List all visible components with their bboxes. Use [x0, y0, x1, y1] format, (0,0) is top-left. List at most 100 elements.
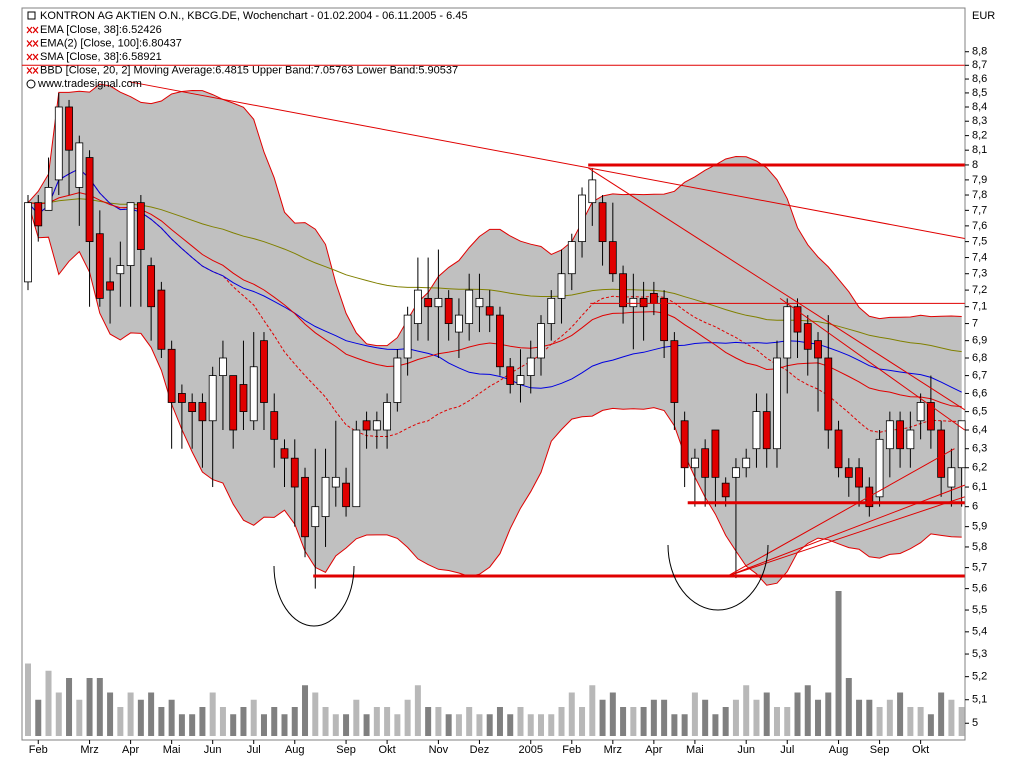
candle-body [54, 106, 63, 181]
volume-bar [466, 707, 473, 736]
legend-icon [32, 67, 39, 74]
candle-body [249, 366, 258, 422]
volume-bar [496, 707, 503, 736]
volume-bar [548, 714, 555, 736]
y-tick-label: 5,8 [972, 541, 987, 553]
candle-body [814, 340, 822, 359]
y-tick-label: 5,2 [972, 671, 987, 683]
trendline [587, 167, 966, 411]
x-tick-label: Mai [163, 744, 181, 756]
volume-bar [240, 707, 247, 736]
candle-body [773, 357, 781, 450]
candle-body [834, 429, 843, 469]
volume-bar [732, 699, 739, 736]
volume-bar [804, 685, 811, 736]
candle-body [311, 506, 320, 528]
candle-body [752, 411, 761, 450]
volume-bar [620, 707, 627, 736]
trendline [727, 448, 955, 577]
volume-bar [250, 699, 257, 736]
volume-bar [866, 699, 873, 736]
candle-body [362, 420, 371, 431]
y-tick-label: 7,9 [972, 174, 987, 186]
legend-icon [32, 40, 39, 47]
candle-body [239, 384, 248, 412]
candle-body [352, 429, 361, 508]
volume-bar [25, 663, 31, 736]
volume-bar [927, 714, 934, 736]
header: KONTRON AG AKTIEN O.N., KBCG.DE, Wochenc… [26, 10, 995, 90]
candle-body [691, 457, 699, 469]
candle-body [526, 357, 535, 376]
candle-body [793, 306, 802, 333]
chart-title: KONTRON AG AKTIEN O.N., KBCG.DE, Wochenc… [40, 10, 468, 22]
y-tick-label: 8,6 [972, 73, 987, 85]
volume-bar [815, 699, 822, 736]
x-tick-label: Okt [379, 744, 396, 756]
candle-body [198, 402, 207, 422]
y-tick-label: 8,7 [972, 59, 987, 71]
candle-body [537, 323, 545, 359]
candle-body [567, 241, 576, 275]
bollinger-upper [27, 83, 962, 347]
axis-layer: 5 5,1 5,2 5,3 5,4 5,5 5,6 5,7 5,8 5,9 6 6,1 6,2 6,3 6,… [29, 46, 988, 756]
candle-body [383, 402, 392, 431]
trendline [727, 496, 965, 577]
volume-bar [691, 692, 698, 736]
candle-body [547, 297, 556, 324]
volume-bar [743, 685, 750, 736]
candle-body [290, 457, 299, 488]
legend-entry: EMA [Close, 38]:6.52426 [40, 24, 162, 36]
volume-bar [589, 685, 596, 736]
volume-bar [137, 699, 144, 736]
volume-bar [219, 707, 226, 736]
volume-bar [517, 707, 524, 736]
y-tick-label: 5 [972, 717, 978, 729]
candle-body [496, 314, 504, 368]
volume-bar [312, 692, 319, 736]
x-tick-label: Jul [247, 744, 261, 756]
candle-body [578, 194, 586, 243]
candle-body [885, 420, 894, 450]
candle-body [65, 106, 73, 151]
volume-bar [189, 714, 196, 736]
band-layer [28, 84, 962, 586]
x-tick-label: Mrz [80, 744, 98, 756]
volume-layer [25, 591, 965, 736]
volume-bar [558, 707, 565, 736]
y-tick-label: 7,8 [972, 189, 987, 201]
volume-bar [281, 714, 288, 736]
y-tick-label: 8,8 [972, 46, 987, 58]
volume-bar [343, 714, 350, 736]
volume-bar [435, 707, 442, 736]
candle-body [331, 476, 340, 488]
volume-bar [302, 685, 309, 736]
legend-icon [26, 67, 33, 74]
x-tick-label: Feb [29, 744, 48, 756]
volume-bar [661, 699, 668, 736]
volume-bar [271, 707, 278, 736]
y-tick-label: 7,1 [972, 301, 987, 313]
y-tick-label: 8,4 [972, 101, 987, 113]
y-tick-label: 6,5 [972, 406, 987, 418]
volume-bar [599, 699, 606, 736]
annotation-arc [667, 544, 769, 611]
volume-bar [76, 699, 83, 736]
x-tick-label: Sep [870, 744, 890, 756]
legend-entry: SMA [Close, 38]:6.58921 [40, 51, 162, 63]
x-tick-label: Sep [336, 744, 356, 756]
candle-body [619, 273, 627, 308]
volume-bar [394, 714, 401, 736]
candle-body [947, 467, 956, 488]
volume-bar [527, 714, 534, 736]
volume-bar [609, 692, 616, 736]
candle-body [957, 420, 966, 469]
volume-bar [107, 692, 114, 736]
ema-38 [27, 192, 962, 408]
candle-body [762, 411, 771, 450]
y-tick-label: 5,3 [972, 648, 987, 660]
x-tick-label: Aug [285, 744, 305, 756]
trendline [779, 297, 966, 431]
candle-body [219, 357, 227, 376]
